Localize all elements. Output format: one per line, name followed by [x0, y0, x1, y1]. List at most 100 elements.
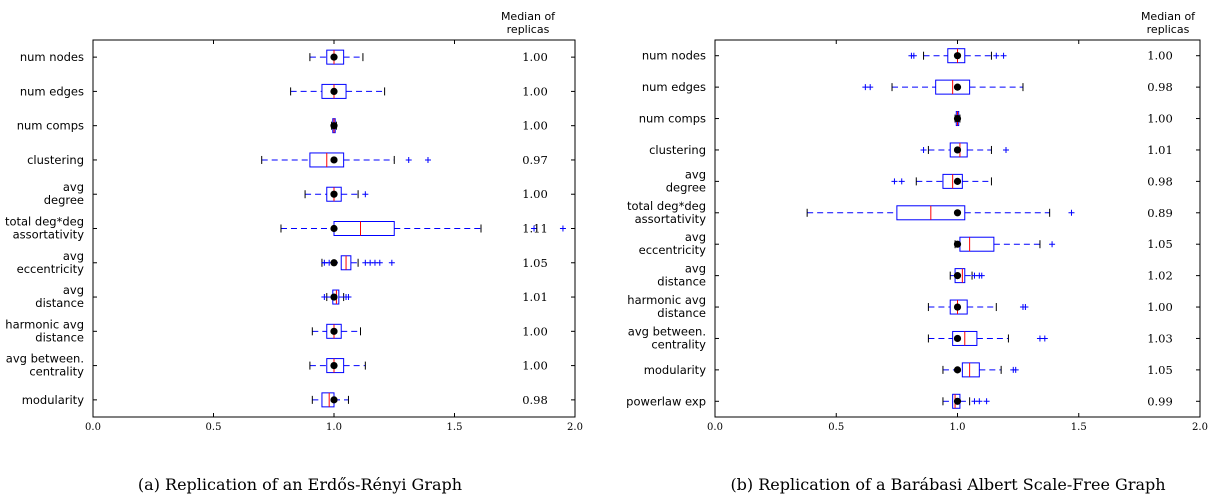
figure-caption: (b) Replication of a Barábasi Albert Sca…: [730, 475, 1165, 494]
outlier-point: [321, 294, 328, 301]
median-value: 1.00: [522, 324, 548, 338]
original-value-dot: [953, 240, 962, 248]
row-label: eccentricity: [639, 243, 707, 257]
iqr-box: [333, 221, 395, 236]
row-label: avg: [63, 180, 84, 194]
row-label: num edges: [20, 84, 84, 98]
median-value: 0.89: [1147, 206, 1173, 220]
iqr-box: [326, 358, 345, 374]
x-tick-label: 2.0: [567, 422, 583, 433]
axes-frame: [714, 39, 1201, 418]
row-label: clustering: [27, 153, 84, 167]
median-header: replicas: [1147, 23, 1190, 36]
outlier-point: [1049, 241, 1056, 248]
row-label: assortativity: [13, 228, 85, 242]
outlier-point: [345, 294, 352, 301]
median-value: 1.00: [522, 187, 548, 201]
x-tick-label: 1.5: [1071, 422, 1087, 433]
median-value: 1.01: [1147, 143, 1173, 157]
median-value: 0.99: [1147, 394, 1173, 408]
x-tick-label: 0.5: [206, 422, 222, 433]
row-label: modularity: [644, 363, 707, 377]
original-value-dot: [330, 361, 338, 370]
row-label: total deg*deg: [627, 199, 706, 213]
row-label: avg: [685, 262, 706, 276]
median-value: 1.00: [522, 359, 548, 373]
row-label: distance: [657, 275, 706, 289]
outlier-point: [978, 272, 985, 279]
outlier-point: [891, 178, 898, 185]
original-value-dot: [330, 293, 338, 301]
row-label: centrality: [651, 337, 706, 351]
median-header: Median of: [501, 10, 556, 23]
median-value: 1.03: [1147, 331, 1173, 345]
original-value-dot: [330, 190, 338, 198]
median-value: 1.05: [522, 256, 548, 270]
original-value-dot: [330, 122, 338, 130]
row-label: num nodes: [642, 49, 706, 63]
figure-caption: (a) Replication of an Erdős-Rényi Graph: [138, 475, 462, 494]
outlier-point: [362, 191, 369, 198]
median-value: 1.00: [522, 84, 548, 98]
original-value-dot: [953, 334, 962, 343]
outlier-point: [1012, 366, 1019, 373]
row-label: avg: [685, 230, 706, 244]
row-label: avg: [685, 167, 706, 181]
original-value-dot: [330, 156, 338, 164]
outlier-point: [1022, 304, 1029, 311]
row-label: total deg*deg: [5, 215, 84, 229]
row-label: assortativity: [635, 212, 707, 226]
x-tick-label: 1.5: [447, 422, 463, 433]
x-tick-label: 0.0: [85, 422, 101, 433]
original-value-dot: [953, 366, 962, 374]
outlier-point: [867, 84, 874, 91]
median-value: 0.98: [1147, 174, 1173, 188]
outlier-point: [424, 156, 431, 163]
row-label: eccentricity: [17, 262, 85, 276]
iqr-box: [326, 49, 345, 65]
x-tick-label: 2.0: [1192, 422, 1208, 433]
row-label: centrality: [29, 365, 84, 379]
x-tick-label: 1.0: [326, 422, 342, 433]
outlier-point: [405, 156, 412, 163]
original-value-dot: [330, 87, 338, 96]
median-value: 1.00: [1147, 49, 1173, 63]
row-label: distance: [35, 330, 84, 344]
original-value-dot: [330, 224, 338, 233]
outlier-point: [1000, 52, 1007, 59]
row-label: distance: [657, 306, 706, 320]
outlier-point: [559, 225, 566, 232]
median-value: 1.00: [1147, 300, 1173, 314]
median-value: 1.00: [522, 50, 548, 64]
outlier-point: [910, 52, 917, 59]
row-label: num edges: [642, 80, 706, 94]
row-label: avg between.: [628, 324, 706, 338]
median-value: 1.01: [522, 290, 548, 304]
row-label: distance: [35, 296, 84, 310]
outlier-point: [1068, 209, 1075, 216]
row-label: harmonic avg: [5, 317, 84, 331]
row-label: num nodes: [20, 50, 84, 64]
original-value-dot: [953, 272, 962, 280]
iqr-box: [949, 142, 968, 158]
original-value-dot: [953, 146, 962, 154]
row-label: num comps: [17, 119, 84, 133]
original-value-dot: [953, 114, 962, 123]
x-tick-label: 1.0: [950, 422, 966, 433]
outlier-point: [920, 146, 927, 153]
x-tick-label: 0.5: [828, 422, 844, 433]
outlier-point: [1041, 335, 1048, 342]
outlier-point: [388, 259, 395, 266]
original-value-dot: [953, 397, 962, 405]
outlier-point: [1003, 146, 1009, 153]
median-value: 1.02: [1147, 269, 1173, 283]
row-label: harmonic avg: [627, 293, 706, 307]
row-label: degree: [666, 180, 706, 194]
row-label: avg: [63, 283, 84, 297]
outlier-point: [976, 398, 983, 405]
row-label: avg between.: [6, 352, 84, 366]
iqr-box: [949, 299, 968, 315]
row-label: num comps: [639, 112, 706, 126]
